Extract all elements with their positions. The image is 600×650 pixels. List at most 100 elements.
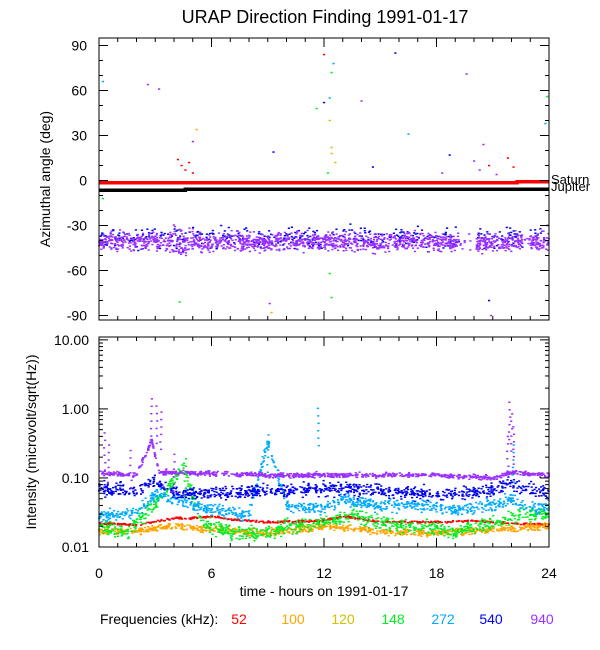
intensity-point-272	[115, 512, 118, 515]
intensity-point-272	[372, 505, 375, 508]
intensity-point-148	[274, 530, 277, 533]
azimuth-point-940	[449, 247, 452, 250]
azimuth-point-940	[140, 244, 143, 247]
azimuth-point-940	[402, 246, 405, 248]
intensity-point-148	[313, 525, 316, 528]
azimuth-point-940	[491, 250, 495, 252]
azimuth-point-940	[341, 234, 344, 237]
intensity-point-148	[483, 524, 486, 526]
azimuth-point-540	[197, 230, 200, 233]
intensity-point-100	[403, 530, 406, 533]
azimuth-point-940	[229, 245, 232, 247]
azimuth-point-940	[178, 245, 181, 248]
intensity-point-52	[180, 518, 183, 520]
intensity-point-272	[435, 501, 439, 504]
azimuth-point-940	[254, 249, 257, 252]
intensity-point-100	[505, 527, 508, 529]
intensity-point-272	[185, 501, 188, 504]
intensity-point-272	[385, 506, 388, 508]
azimuth-point-540	[175, 230, 178, 232]
azimuth-point-940	[359, 245, 362, 247]
azimuth-point-940	[231, 239, 234, 242]
azimuth-point-940	[478, 244, 481, 247]
intensity-point-272	[190, 502, 193, 504]
intensity-point-272	[504, 496, 507, 499]
azimuth-point-540	[287, 227, 290, 229]
intensity-point-272	[384, 500, 387, 502]
intensity-point-148	[199, 517, 202, 519]
azimuth-point-940	[102, 246, 105, 248]
azimuth-point-940	[399, 241, 402, 244]
intensity-point-52	[285, 520, 288, 522]
intensity-point-272	[301, 507, 305, 510]
azimuth-point-940	[503, 246, 506, 249]
azimuth-point-120	[330, 152, 333, 155]
intensity-point-272	[497, 504, 500, 507]
azimuth-point-940	[191, 243, 194, 246]
azimuth-point-940	[297, 239, 300, 242]
azimuth-point-940	[431, 239, 434, 241]
intensity-point-148	[204, 527, 207, 529]
azimuth-point-940	[492, 236, 495, 238]
intensity-point-100	[139, 527, 142, 529]
intensity-point-272	[495, 502, 498, 505]
azimuth-point-940	[290, 232, 293, 234]
intensity-point-272	[126, 508, 129, 510]
intensity-point-148	[431, 522, 434, 525]
azimuth-point-940	[244, 248, 247, 250]
intensity-point-148	[232, 528, 235, 530]
azimuth-point-940	[384, 245, 387, 247]
azimuth-point-940	[230, 229, 233, 232]
intensity-point-148	[430, 532, 434, 534]
azimuth-point-540	[424, 237, 427, 239]
azimuth-point-940	[517, 234, 520, 236]
intensity-point-272	[254, 486, 257, 488]
intensity-panel: 10.001.000.100.01 Intensity (microvolt/s…	[23, 332, 550, 555]
intensity-point-100	[129, 527, 132, 530]
azimuth-point-940	[407, 238, 410, 241]
intensity-point-148	[147, 507, 150, 510]
azimuth-point-540	[315, 229, 319, 232]
azimuth-point-940	[172, 249, 175, 252]
azimuth-point-940	[144, 237, 147, 240]
intensity-point-100	[447, 533, 450, 536]
intensity-point-272	[390, 504, 394, 506]
intensity-point-272	[451, 511, 454, 513]
azimuth-point-940	[134, 246, 137, 248]
intensity-point-272	[333, 505, 336, 507]
intensity-point-148	[399, 525, 402, 527]
azimuth-point-940	[156, 247, 159, 249]
intensity-point-272	[243, 514, 246, 517]
intensity-point-272	[235, 513, 238, 515]
intensity-point-148	[515, 521, 518, 523]
azimuth-point-940	[419, 241, 423, 244]
intensity-point-272	[288, 506, 291, 508]
intensity-point-148	[265, 536, 268, 538]
intensity-point-272	[286, 508, 290, 511]
azimuth-point-540	[332, 234, 335, 236]
azimuth-point-540	[486, 231, 489, 233]
azimuth-point-540	[513, 233, 516, 235]
azimuth-point-940	[427, 234, 430, 237]
azimuth-point-52	[176, 158, 179, 161]
azimuth-point-940	[336, 238, 339, 240]
azimuth-point-940	[535, 242, 538, 244]
intensity-point-100	[538, 524, 541, 526]
intensity-point-148	[479, 520, 482, 522]
intensity-point-148	[211, 528, 214, 531]
azimuth-point-940	[449, 238, 452, 241]
intensity-point-148	[100, 523, 103, 526]
azimuth-point-940	[220, 245, 223, 247]
intensity-point-272	[456, 510, 459, 512]
azimuth-point-940	[195, 237, 198, 239]
azimuth-point-940	[307, 247, 310, 249]
intensity-point-272	[196, 503, 199, 506]
azimuth-point-940	[212, 250, 215, 253]
intensity-point-272	[143, 505, 146, 507]
intensity-point-148	[155, 498, 159, 501]
intensity-point-100	[535, 522, 538, 525]
azimuth-point-940	[256, 239, 260, 241]
intensity-point-148	[382, 516, 385, 518]
intensity-point-272	[247, 510, 250, 513]
azimuth-point-940	[335, 244, 338, 247]
